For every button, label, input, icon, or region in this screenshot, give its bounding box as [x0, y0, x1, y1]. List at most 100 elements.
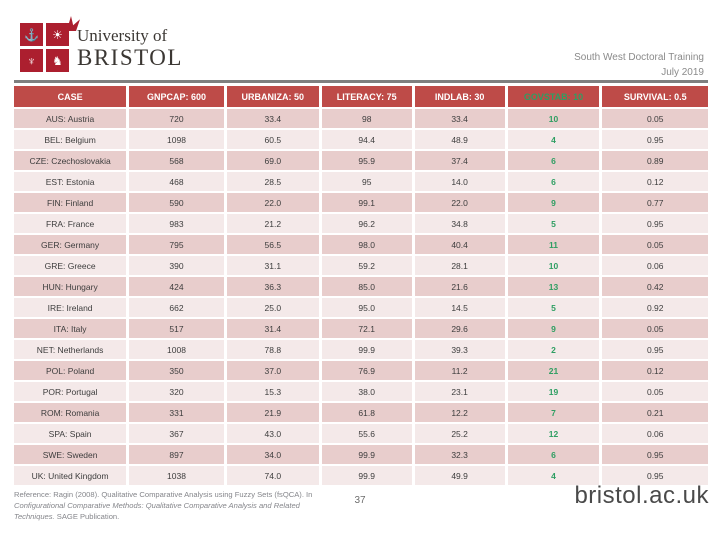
value-cell: 25.0 — [226, 298, 319, 317]
value-cell: 720 — [129, 109, 224, 128]
table-row: SPA: Spain 367 43.0 55.6 25.2 12 0.06 — [14, 424, 708, 443]
university-website-url: bristol.ac.uk — [574, 482, 709, 509]
training-programme-label: South West Doctoral Training — [574, 52, 704, 63]
value-cell: 983 — [129, 214, 224, 233]
value-cell: 0.89 — [602, 151, 708, 170]
value-cell: 1008 — [129, 340, 224, 359]
value-cell: 23.1 — [414, 382, 505, 401]
slide-header-text: South West Doctoral Training July 2019 — [574, 50, 704, 80]
value-cell: 7 — [507, 403, 600, 422]
value-cell: 21.2 — [226, 214, 319, 233]
case-cell: GER: Germany — [14, 235, 127, 254]
value-cell: 76.9 — [321, 361, 412, 380]
table-row: HUN: Hungary 424 36.3 85.0 21.6 13 0.42 — [14, 277, 708, 296]
table-row: UK: United Kingdom 1038 74.0 99.9 49.9 4 0.95 — [14, 466, 708, 485]
value-cell: 0.95 — [602, 340, 708, 359]
value-cell: 468 — [129, 172, 224, 191]
value-cell: 350 — [129, 361, 224, 380]
value-cell: 662 — [129, 298, 224, 317]
sun-icon: ☀ — [46, 23, 69, 46]
value-cell: 6 — [507, 151, 600, 170]
table-row: AUS: Austria 720 33.4 98 33.4 10 0.05 — [14, 109, 708, 128]
value-cell: 25.2 — [414, 424, 505, 443]
value-cell: 0.05 — [602, 109, 708, 128]
value-cell: 55.6 — [321, 424, 412, 443]
header-divider-line — [14, 80, 708, 83]
value-cell: 12 — [507, 424, 600, 443]
value-cell: 21.9 — [226, 403, 319, 422]
table-row: GRE: Greece 390 31.1 59.2 28.1 10 0.06 — [14, 256, 708, 275]
value-cell: 39.3 — [414, 340, 505, 359]
value-cell: 0.05 — [602, 235, 708, 254]
column-header: LITERACY: 75 — [321, 86, 412, 107]
value-cell: 0.95 — [602, 130, 708, 149]
table-row: ROM: Romania 331 21.9 61.8 12.2 7 0.21 — [14, 403, 708, 422]
value-cell: 4 — [507, 466, 600, 485]
value-cell: 95.0 — [321, 298, 412, 317]
value-cell: 28.1 — [414, 256, 505, 275]
case-cell: ITA: Italy — [14, 319, 127, 338]
value-cell: 98.0 — [321, 235, 412, 254]
table-row: CZE: Czechoslovakia 568 69.0 95.9 37.4 6 0.89 — [14, 151, 708, 170]
value-cell: 99.9 — [321, 340, 412, 359]
column-header: SURVIVAL: 0.5 — [602, 86, 708, 107]
table-row: ITA: Italy 517 31.4 72.1 29.6 9 0.05 — [14, 319, 708, 338]
value-cell: 320 — [129, 382, 224, 401]
value-cell: 0.92 — [602, 298, 708, 317]
value-cell: 0.06 — [602, 256, 708, 275]
value-cell: 74.0 — [226, 466, 319, 485]
case-cell: FIN: Finland — [14, 193, 127, 212]
value-cell: 1098 — [129, 130, 224, 149]
value-cell: 795 — [129, 235, 224, 254]
table-row: POR: Portugal 320 15.3 38.0 23.1 19 0.05 — [14, 382, 708, 401]
value-cell: 49.9 — [414, 466, 505, 485]
value-cell: 34.0 — [226, 445, 319, 464]
value-cell: 4 — [507, 130, 600, 149]
case-cell: GRE: Greece — [14, 256, 127, 275]
value-cell: 33.4 — [226, 109, 319, 128]
value-cell: 31.1 — [226, 256, 319, 275]
value-cell: 15.3 — [226, 382, 319, 401]
value-cell: 48.9 — [414, 130, 505, 149]
value-cell: 0.21 — [602, 403, 708, 422]
value-cell: 0.42 — [602, 277, 708, 296]
value-cell: 2 — [507, 340, 600, 359]
value-cell: 0.12 — [602, 172, 708, 191]
table-header-row: CASE GNPCAP: 600 URBANIZA: 50 LITERACY: 75 I… — [14, 86, 708, 107]
value-cell: 9 — [507, 319, 600, 338]
value-cell: 72.1 — [321, 319, 412, 338]
value-cell: 99.1 — [321, 193, 412, 212]
fuzzy-set-data-table: CASE GNPCAP: 600 URBANIZA: 50 LITERACY: 75 I… — [11, 84, 711, 487]
value-cell: 96.2 — [321, 214, 412, 233]
value-cell: 33.4 — [414, 109, 505, 128]
value-cell: 36.3 — [226, 277, 319, 296]
university-logo-text: University of BRISTOL — [77, 26, 183, 71]
value-cell: 29.6 — [414, 319, 505, 338]
reference-book-title: Configurational Comparative Methods: Qua… — [14, 501, 300, 521]
value-cell: 99.9 — [321, 466, 412, 485]
value-cell: 0.95 — [602, 214, 708, 233]
value-cell: 78.8 — [226, 340, 319, 359]
table-row: IRE: Ireland 662 25.0 95.0 14.5 5 0.92 — [14, 298, 708, 317]
date-label: July 2019 — [661, 67, 704, 78]
value-cell: 43.0 — [226, 424, 319, 443]
value-cell: 40.4 — [414, 235, 505, 254]
page-number: 37 — [354, 495, 366, 506]
table-row: SWE: Sweden 897 34.0 99.9 32.3 6 0.95 — [14, 445, 708, 464]
ship-icon: ⚓ — [20, 23, 43, 46]
value-cell: 517 — [129, 319, 224, 338]
value-cell: 0.95 — [602, 466, 708, 485]
case-cell: POL: Poland — [14, 361, 127, 380]
value-cell: 10 — [507, 256, 600, 275]
value-cell: 424 — [129, 277, 224, 296]
value-cell: 37.4 — [414, 151, 505, 170]
value-cell: 11.2 — [414, 361, 505, 380]
table-row: FIN: Finland 590 22.0 99.1 22.0 9 0.77 — [14, 193, 708, 212]
case-cell: SWE: Sweden — [14, 445, 127, 464]
case-cell: UK: United Kingdom — [14, 466, 127, 485]
value-cell: 590 — [129, 193, 224, 212]
value-cell: 60.5 — [226, 130, 319, 149]
value-cell: 61.8 — [321, 403, 412, 422]
column-header: GOVSTAB: 10 — [507, 86, 600, 107]
value-cell: 13 — [507, 277, 600, 296]
